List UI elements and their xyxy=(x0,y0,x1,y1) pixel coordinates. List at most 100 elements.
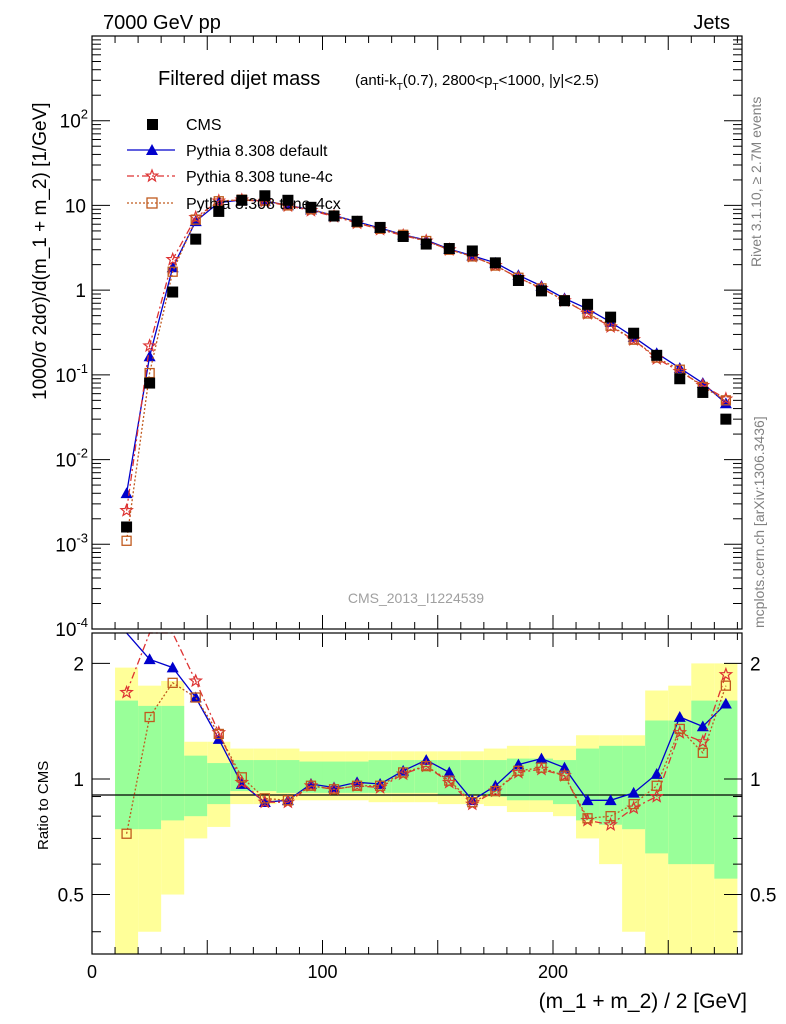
title-sub-b: (0.7), 2800<p xyxy=(403,72,493,89)
ratio-point-tune4cx xyxy=(374,780,386,791)
ratio-point-tune4cx xyxy=(328,784,340,795)
band-inner-bin xyxy=(322,761,346,793)
main-point-cms xyxy=(167,286,179,298)
ratio-point-default xyxy=(166,661,179,673)
ratio-point-tune4cx xyxy=(559,770,570,781)
ratio-point-tune4cx xyxy=(651,780,662,791)
energy-label: 7000 GeV pp xyxy=(103,12,221,34)
y-tick-label-main: 1 xyxy=(75,281,86,302)
main-point-cms xyxy=(144,377,156,389)
main-point-cms xyxy=(628,327,640,339)
band-inner-bin xyxy=(207,763,231,805)
band-inner-bin xyxy=(276,760,300,793)
ratio-point-tune4cx xyxy=(467,797,478,808)
ratio-point-tune4cx xyxy=(582,813,593,824)
legend-marker-tune4c xyxy=(144,168,160,183)
main-point-default xyxy=(120,487,133,499)
ratio-point-tune4cx xyxy=(167,677,178,688)
main-point-cms xyxy=(259,190,271,202)
y-tick-label-ratio: 1 xyxy=(73,770,84,791)
y-tick-label-main: 102 xyxy=(60,107,88,133)
y-tick-label-main: 10-4 xyxy=(55,615,88,641)
ratio-point-tune4c xyxy=(119,684,134,699)
main-point-tune4cx xyxy=(144,367,155,379)
legend-label-default: Pythia 8.308 default xyxy=(186,143,328,160)
main-point-cms xyxy=(305,201,317,213)
y-tick-label-main: 10-1 xyxy=(55,361,88,387)
ratio-point-tune4cx xyxy=(282,795,294,806)
y-tick-label-main: 10-2 xyxy=(55,446,88,472)
ratio-point-default xyxy=(650,768,663,779)
ratio-line-tune4cx xyxy=(125,681,727,834)
band-inner-bin xyxy=(668,720,692,865)
title-sub-c: <1000, |y|<2.5) xyxy=(499,72,599,89)
legend-marker-tune4cx xyxy=(146,197,158,209)
main-point-cms xyxy=(466,245,478,257)
title-sub-t1: T xyxy=(397,82,403,93)
legend-label-tune4c: Pythia 8.308 tune-4c xyxy=(186,169,333,186)
main-point-cms xyxy=(121,521,133,533)
y-tick-label-ratio: 0.5 xyxy=(58,886,84,907)
axis-ticks xyxy=(91,36,742,954)
legend-label-cms: CMS xyxy=(186,117,222,134)
ratio-point-default xyxy=(673,711,686,722)
band-inner-bin xyxy=(691,700,715,865)
band-inner-bin xyxy=(483,760,507,797)
ratio-point-tune4cx xyxy=(259,793,271,804)
main-line-tune4cx xyxy=(125,199,727,541)
y-axis-label-main: 1000/σ 2dσ)/d(m_1 + m_2) [1/GeV] xyxy=(30,102,51,400)
ratio-point-default xyxy=(558,761,571,773)
main-point-tune4cx xyxy=(190,214,201,225)
ratio-point-tune4cx xyxy=(697,747,708,758)
main-point-cms xyxy=(351,215,363,227)
band-inner-bin xyxy=(253,760,277,792)
main-point-cms xyxy=(328,210,340,222)
ratio-uncertainty-bands xyxy=(115,663,738,954)
main-point-default xyxy=(143,350,156,362)
main-point-cms xyxy=(236,194,248,206)
ratio-point-tune4cx xyxy=(513,765,524,776)
main-point-tune4cx xyxy=(167,266,178,277)
ratio-point-tune4cx xyxy=(190,692,201,703)
ratio-point-tune4cx xyxy=(720,680,732,691)
band-inner-bin xyxy=(161,705,185,821)
ratio-point-tune4c xyxy=(649,788,665,803)
ratio-point-default xyxy=(143,653,156,665)
ratio-point-default xyxy=(535,752,548,764)
main-point-cms xyxy=(582,298,594,310)
legend-marker-default xyxy=(146,144,158,155)
y-tick-label-ratio-right: 1 xyxy=(750,770,761,791)
y-axis-label-ratio: Ratio to CMS xyxy=(35,761,52,850)
main-point-tune4cx xyxy=(121,535,132,546)
main-point-tune4cx xyxy=(720,395,732,406)
ratio-point-tune4c xyxy=(188,673,204,688)
ratio-point-tune4cx xyxy=(144,711,155,723)
ratio-frame xyxy=(91,632,743,955)
band-inner-bin xyxy=(645,720,669,854)
title-main: Filtered dijet mass xyxy=(158,68,320,90)
main-point-cms xyxy=(697,386,709,398)
main-point-cms xyxy=(489,257,501,269)
main-point-cms xyxy=(213,205,225,217)
plot-title-sub: (anti-kT(0.7), 2800<pT<1000, |y|<2.5) xyxy=(355,72,599,93)
main-point-cms xyxy=(720,413,732,425)
x-tick-label: 0 xyxy=(87,962,97,982)
series-curves xyxy=(119,190,734,839)
ratio-point-default xyxy=(719,697,732,709)
ratio-point-tune4cx xyxy=(351,780,363,791)
main-point-cms xyxy=(397,230,409,242)
y-tick-label-main: 10-3 xyxy=(55,530,88,556)
main-point-cms xyxy=(282,194,294,206)
mcplots-label: mcplots.cern.ch [arXiv:1306.3436] xyxy=(751,416,767,628)
y-tick-label-main: 10 xyxy=(65,196,86,217)
ratio-point-tune4c xyxy=(603,816,618,832)
ratio-point-tune4cx xyxy=(213,728,224,740)
ratio-point-default xyxy=(627,786,640,798)
main-point-cms xyxy=(190,233,202,245)
ratio-point-default xyxy=(604,794,617,806)
ratio-point-tune4cx xyxy=(628,798,639,810)
legend-marker-cms xyxy=(147,119,158,130)
ratio-point-tune4cx xyxy=(305,780,317,791)
ratio-point-tune4cx xyxy=(121,828,132,839)
y-tick-label-ratio-right: 2 xyxy=(750,654,761,675)
